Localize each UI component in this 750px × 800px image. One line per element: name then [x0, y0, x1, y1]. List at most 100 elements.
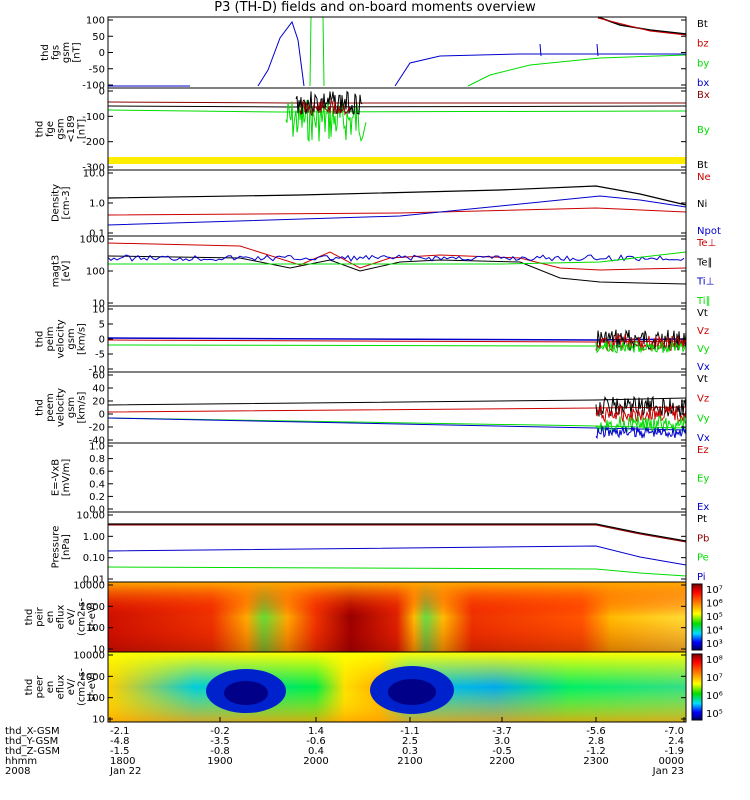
y-axis-label-line: velocity: [56, 319, 67, 358]
footer-row-label: hhmm: [5, 756, 37, 767]
y-tick-label: 20: [92, 397, 105, 408]
y-tick-label: 0: [99, 87, 105, 98]
y-axis-label: thd peim velocity gsm [km/s]: [35, 319, 88, 358]
y-tick-label: 50: [92, 32, 105, 43]
footer-value: 0.4: [308, 746, 324, 757]
bx-recovery: [394, 53, 686, 87]
y-axis-label-line: sr-eV): [87, 672, 98, 701]
y-axis-label-line: velocity: [56, 388, 67, 427]
y-axis-label-line: [km/s]: [77, 323, 88, 355]
y-axis-label-line: [cm-3]: [61, 186, 72, 219]
legend-npot: Npot: [697, 226, 721, 237]
legend-pb: Pb: [697, 533, 709, 544]
y-axis-label-line: [nT]: [77, 119, 88, 139]
by-turbulence: [285, 98, 367, 143]
y-axis-label: thd fge gsm <189 [nT]: [35, 115, 88, 142]
footer-value: -3.5: [210, 736, 230, 747]
y-tick-label: 1000: [80, 602, 105, 613]
y-axis-label: Pressure [nPa]: [50, 526, 72, 569]
y-axis-label-line: peim: [45, 326, 56, 351]
y-tick-label: 0: [99, 48, 105, 59]
y-tick-label: 1.00: [83, 532, 105, 543]
panel-8: 10.00 1.00 0.10 0.01 Pressure [nPa] Pt Pb Pe Pi: [50, 511, 709, 586]
legend-ez: Ez: [697, 445, 709, 456]
legend-vt: Vt: [697, 308, 708, 319]
panel-frame: [107, 16, 687, 89]
y-tick-label: 0.10: [83, 553, 105, 564]
y-axis-label-line: thd: [24, 679, 35, 696]
footer-value: 1900: [207, 756, 232, 767]
pt-line: [108, 523, 687, 542]
electron-low-flux-core-1: [224, 681, 268, 705]
footer-row-label: thd_X-GSM: [5, 726, 60, 737]
legend-pt: Pt: [697, 514, 707, 525]
footer-value: -0.5: [492, 746, 512, 757]
vy-noise: [595, 340, 687, 354]
panel-frame: [107, 651, 687, 723]
legend-ey: Ey: [697, 474, 709, 485]
footer-value: Jan 22: [109, 766, 141, 777]
y-axis-label: E=-VxB [mV/m]: [50, 459, 72, 497]
y-tick-label: 10000: [73, 581, 105, 592]
y-axis-label-line: thd: [24, 609, 35, 626]
y-axis-label: thd peir en eflux eV/(cm2-s-sr-eV): [24, 598, 98, 636]
y-axis-label-line: peer: [35, 675, 46, 699]
legend-vz: Vz: [697, 326, 709, 337]
footer-value: 1.4: [308, 726, 324, 737]
panel-10: 10000 1000 100 10 thd peer en eflux eV/(cm2-s-sr…: [24, 651, 723, 726]
legend-ne: Ne: [697, 172, 711, 183]
y-tick-label: 10: [92, 299, 105, 310]
y-axis-label-line: [eV]: [61, 261, 72, 282]
y-axis-label-line: eV/: [66, 608, 77, 625]
y-tick-label: 10: [92, 305, 105, 316]
colorbar-label: 10⁸: [706, 655, 723, 666]
ni-line: [107, 185, 687, 206]
panel-2: 0 -100 -200 -300 thd fge gsm <189 [nT] Bx By Bt: [35, 87, 710, 174]
flag-bar: [108, 157, 686, 164]
footer-value: 0.3: [402, 746, 418, 757]
y-tick-label: 10000: [73, 651, 105, 662]
panel-7: 1.00.8 0.60.4 0.2 0.0 E=-VxB [mV/m] Ez Ey Ex: [50, 442, 709, 516]
y-axis-label: Density [cm-3]: [50, 184, 72, 222]
legend-te∥: Te∥: [696, 257, 713, 268]
y-tick-label: 10.00: [76, 511, 105, 522]
colorbar-label: 10⁴: [706, 626, 723, 637]
y-axis-label-line: [mV/m]: [61, 459, 72, 497]
y-axis-label-line: fge: [45, 121, 56, 137]
y-tick-label: 100: [86, 693, 105, 704]
y-tick-label: -100: [82, 81, 105, 92]
npot-line: [107, 195, 687, 226]
legend-bt: Bt: [697, 19, 708, 30]
y-tick-label: 0.8: [89, 454, 105, 465]
footer-value: 0000: [659, 756, 684, 767]
y-axis-label: thd peem velocity gsm [km/s]: [35, 388, 88, 427]
y-axis-label-line: en: [45, 681, 56, 694]
colorbar-label: 10⁶: [706, 599, 723, 610]
footer-value: -2.1: [110, 726, 130, 737]
colorbar: [691, 653, 703, 721]
y-tick-label: 5: [99, 320, 105, 331]
pe-line: [107, 566, 687, 577]
footer-value: 2100: [397, 756, 422, 767]
y-axis-label-line: fgs: [50, 45, 61, 60]
y-tick-label: 0.2: [89, 492, 105, 503]
colorbar-label: 10⁵: [706, 709, 723, 720]
y-tick-label: 100: [86, 16, 105, 27]
footer-value: -5.6: [586, 726, 606, 737]
footer-row-label: thd_Z-GSM: [5, 746, 60, 757]
y-axis-label-line: magt3: [50, 255, 61, 288]
y-tick-label: -40: [89, 436, 105, 447]
legend-vy: Vy: [697, 344, 710, 355]
footer-value: -0.2: [210, 726, 230, 737]
y-axis-label-line: (cm2-s-: [77, 668, 88, 706]
y-axis-label-line: Pressure: [50, 526, 61, 569]
y-axis-label: thd fgs gsm [nT]: [40, 42, 83, 63]
y-axis-label-line: gsm: [61, 42, 72, 63]
bt-line: [107, 105, 687, 108]
y-axis-label-line: <189: [66, 115, 77, 142]
y-axis-label-line: en: [45, 611, 56, 624]
colorbar: [691, 583, 703, 651]
bx-hump: [257, 20, 305, 87]
